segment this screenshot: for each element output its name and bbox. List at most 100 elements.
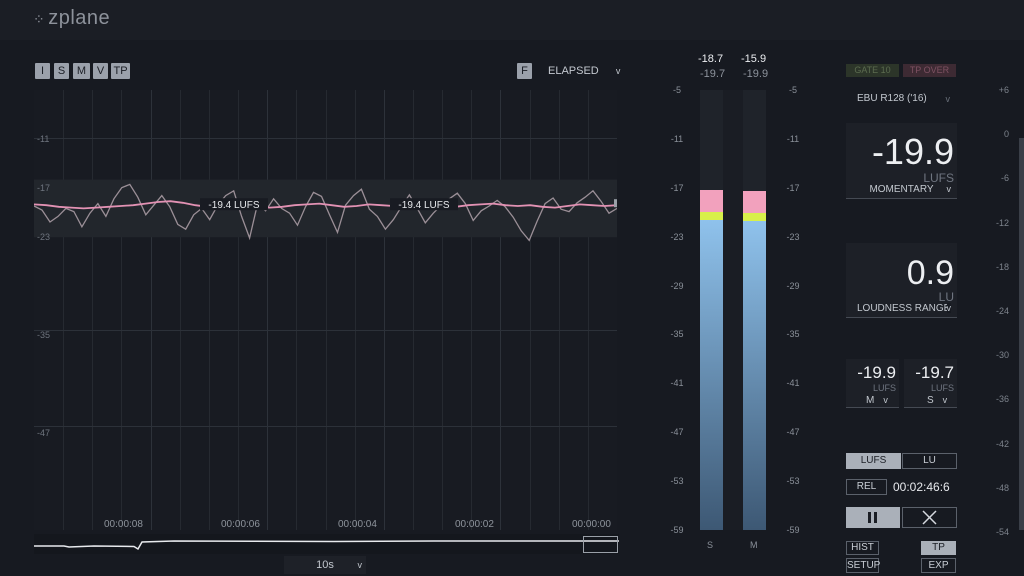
momentary-mode-select[interactable]: MOMENTARY v xyxy=(846,184,957,198)
x-tick-label: 00:00:02 xyxy=(455,519,494,530)
small-momentary-label: M xyxy=(866,395,875,406)
chevron-down-icon: v xyxy=(946,184,952,194)
short-term-meter xyxy=(700,90,723,530)
momentary-meter-label: M xyxy=(750,540,758,550)
y-tick-label: -11 xyxy=(37,134,50,144)
loudness-range-value: 0.9 xyxy=(906,254,954,292)
loudness-range-display: 0.9 LU xyxy=(846,243,957,318)
meter-scale-label: -59 xyxy=(670,525,684,535)
x-tick-label: 00:00:04 xyxy=(338,519,377,530)
momentary-meter xyxy=(743,90,766,530)
overview-window-select[interactable]: 10s v xyxy=(284,556,366,574)
range-mode-select[interactable]: LOUDNESS RANGE v xyxy=(846,303,957,317)
y-tick-label: -35 xyxy=(37,330,51,340)
chevron-down-icon: v xyxy=(615,66,621,76)
meter-scale-label: -5 xyxy=(788,85,797,95)
right-scale-label: -18 xyxy=(995,261,1009,272)
y-tick-label: -47 xyxy=(37,428,51,438)
meter-scale-label: -17 xyxy=(786,182,800,193)
right-scale-label: -42 xyxy=(995,438,1009,449)
small-momentary-value: -19.9 xyxy=(857,363,896,382)
chevron-down-icon: v xyxy=(945,94,951,104)
true-peak-button[interactable]: TP xyxy=(921,541,956,555)
toggle-momentary-button[interactable]: M xyxy=(73,63,90,79)
momentary-peak-value: -15.9 xyxy=(741,53,767,65)
relative-button[interactable]: REL xyxy=(846,479,887,495)
momentary-current-value: -19.9 xyxy=(743,68,769,80)
toggle-true-peak-button[interactable]: TP xyxy=(111,63,130,79)
short-term-meter-label: S xyxy=(707,540,714,550)
standard-select[interactable]: EBU R128 ('16) v xyxy=(846,93,956,109)
time-mode-select[interactable]: ELAPSED v xyxy=(548,65,620,77)
meter-scale-label: -29 xyxy=(670,280,684,291)
right-scale-label: -30 xyxy=(995,350,1009,361)
meter-scale-label: -23 xyxy=(670,231,684,242)
loudness-range-unit: LU xyxy=(938,290,954,304)
x-tick-label: 00:00:08 xyxy=(104,519,143,530)
gate-badge: GATE 10 xyxy=(846,64,899,77)
overview-view-window[interactable] xyxy=(583,536,618,553)
history-button[interactable]: HIST xyxy=(846,541,879,555)
setup-button[interactable]: SETUP xyxy=(846,558,881,573)
export-button[interactable]: EXP xyxy=(921,558,956,573)
short-term-meter-pink-segment xyxy=(700,189,723,212)
meter-scale-label: -53 xyxy=(670,476,684,487)
unit-lu-button[interactable]: LU xyxy=(902,453,957,469)
momentary-display: -19.9 LUFS xyxy=(846,123,957,199)
momentary-meter-green-segment xyxy=(743,213,766,222)
x-tick-label: 00:00:06 xyxy=(221,519,260,530)
right-scale-label: -36 xyxy=(995,394,1009,405)
meter-scale-label: -35 xyxy=(670,329,684,340)
meter-scale-label: -53 xyxy=(786,476,800,487)
right-scale-label: -6 xyxy=(1000,173,1009,184)
chevron-down-icon: v xyxy=(942,395,948,405)
momentary-label: MOMENTARY xyxy=(869,184,934,195)
overview-strip[interactable] xyxy=(34,534,619,554)
short-term-series-line xyxy=(34,200,617,210)
chevron-down-icon: v xyxy=(946,303,951,313)
meter-scale-label: -41 xyxy=(786,378,800,389)
zplane-logo: ⁘ zplane xyxy=(33,7,110,30)
right-scale-label: 0 xyxy=(1003,129,1009,140)
y-tick-label: -23 xyxy=(37,232,51,242)
right-scale-label: +6 xyxy=(998,85,1009,95)
close-icon xyxy=(922,510,937,525)
chevron-down-icon: v xyxy=(357,560,363,570)
momentary-unit: LUFS xyxy=(923,171,954,185)
integrated-label: -19.4 LUFS xyxy=(398,200,449,211)
reset-button[interactable] xyxy=(902,507,957,528)
chevron-down-icon: v xyxy=(883,395,888,405)
momentary-meter-blue-segment xyxy=(743,221,766,530)
loudness-history-graph[interactable]: -19.4 LUFS -19.4 LUFS xyxy=(34,90,617,530)
logo-mark-icon: ⁘ xyxy=(33,11,46,27)
f-button[interactable]: F xyxy=(517,63,532,79)
meter-scale-label: -35 xyxy=(786,329,800,340)
toggle-short-term-button[interactable]: S xyxy=(54,63,69,79)
integrated-label-bg xyxy=(200,198,268,211)
small-short-term-unit: LUFS xyxy=(930,383,954,393)
short-term-meter-blue-segment xyxy=(700,219,723,530)
elapsed-time: 00:02:46:6 xyxy=(893,480,950,494)
pause-button[interactable] xyxy=(846,507,900,528)
momentary-meter-pink-segment xyxy=(743,191,766,214)
standard-value: EBU R128 ('16) xyxy=(857,93,927,104)
logo-text: zplane xyxy=(48,7,111,29)
integrated-label-bg xyxy=(390,198,458,211)
small-momentary-unit: LUFS xyxy=(872,383,896,393)
momentary-series-line xyxy=(34,183,617,242)
x-tick-label: 00:00:00 xyxy=(572,519,611,530)
short-term-current-value: -19.7 xyxy=(700,68,726,80)
short-term-meter-green-segment xyxy=(700,211,723,220)
playhead-marker xyxy=(614,199,617,208)
toggle-integrated-button[interactable]: I xyxy=(35,63,50,79)
unit-lufs-button[interactable]: LUFS xyxy=(846,453,901,469)
toggle-v-button[interactable]: V xyxy=(93,63,108,79)
integrated-label: -19.4 LUFS xyxy=(208,200,259,211)
meter-scale-label: -41 xyxy=(670,378,684,389)
window-value: 10s xyxy=(316,559,334,571)
top-bar xyxy=(0,0,1024,40)
meter-scale-label: -5 xyxy=(672,85,681,95)
